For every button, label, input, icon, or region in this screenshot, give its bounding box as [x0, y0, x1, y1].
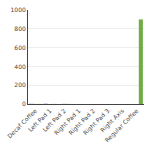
svg-text:Right Axis: Right Axis	[99, 107, 126, 134]
svg-text:600: 600	[14, 44, 26, 51]
svg-text:Left Pad 2: Left Pad 2	[41, 107, 67, 133]
svg-text:1000: 1000	[11, 6, 26, 13]
svg-text:Right Pad 1: Right Pad 1	[52, 107, 82, 137]
svg-text:0: 0	[22, 100, 26, 107]
svg-text:800: 800	[14, 25, 26, 32]
svg-text:Decaf Coffee: Decaf Coffee	[6, 107, 39, 140]
svg-text:200: 200	[14, 81, 26, 88]
svg-text:Right Pad 3: Right Pad 3	[81, 107, 111, 137]
svg-text:Regular Coffee: Regular Coffee	[103, 107, 140, 144]
svg-text:400: 400	[14, 63, 26, 70]
svg-text:Left Pad 1: Left Pad 1	[27, 107, 53, 133]
svg-text:Right Pad 2: Right Pad 2	[67, 107, 97, 137]
